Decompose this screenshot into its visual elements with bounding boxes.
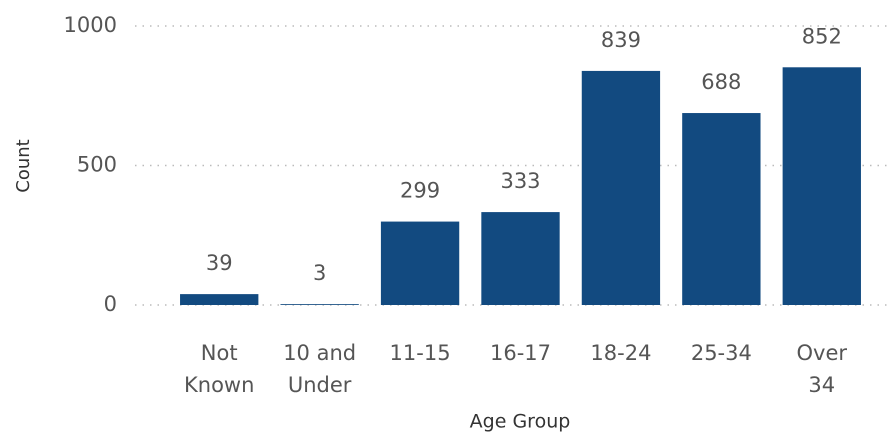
data-label: 839 bbox=[601, 28, 641, 52]
data-label: 688 bbox=[701, 70, 741, 94]
data-label: 333 bbox=[500, 169, 540, 193]
y-tick-label: 1000 bbox=[64, 13, 117, 37]
data-label: 3 bbox=[313, 261, 326, 285]
data-label: 39 bbox=[206, 251, 233, 275]
x-tick-label: Not Known bbox=[183, 341, 255, 397]
bar bbox=[682, 113, 761, 305]
x-tick-label: Over 34 bbox=[796, 341, 848, 397]
x-tick-label: 11-15 bbox=[389, 341, 451, 365]
x-tick-label: 16-17 bbox=[489, 341, 552, 365]
y-tick-label: 500 bbox=[77, 153, 117, 177]
x-axis-title: Age Group bbox=[470, 411, 571, 433]
data-label: 852 bbox=[802, 24, 842, 48]
y-tick-label: 0 bbox=[104, 292, 117, 316]
x-tick-label: 10 and Under bbox=[283, 341, 357, 397]
bar bbox=[481, 212, 560, 305]
bar bbox=[180, 294, 259, 305]
x-tick-label: 25-34 bbox=[690, 341, 752, 365]
x-tick-label: 18-24 bbox=[590, 341, 652, 365]
bar bbox=[581, 70, 661, 305]
bar bbox=[380, 221, 460, 305]
bar bbox=[280, 304, 359, 305]
y-axis-title: Count bbox=[13, 139, 34, 192]
bar bbox=[782, 67, 861, 306]
data-label: 299 bbox=[400, 179, 440, 203]
